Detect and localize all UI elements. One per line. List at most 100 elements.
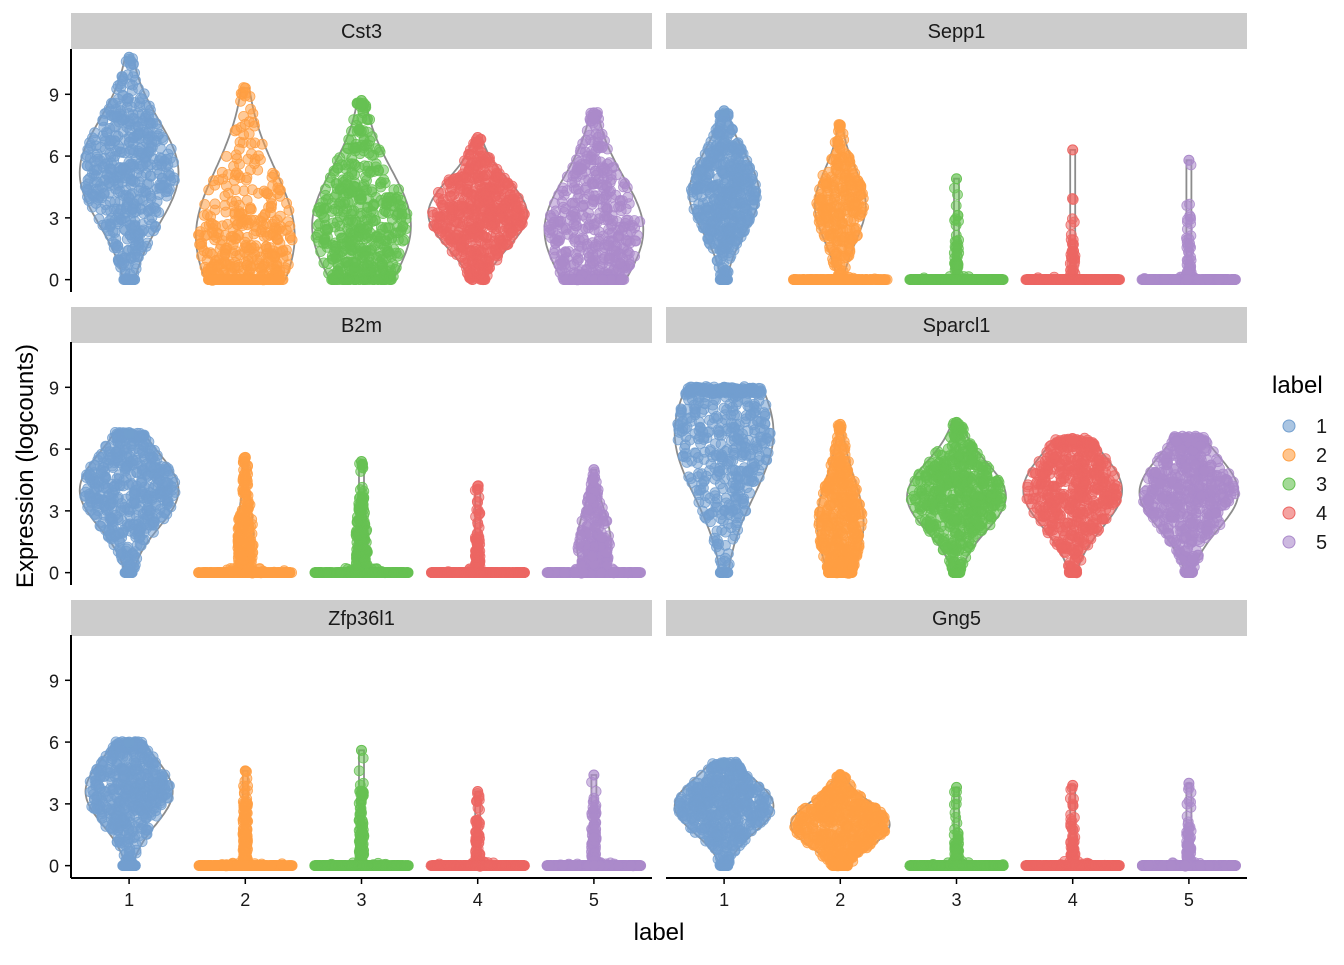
data-point (844, 244, 854, 254)
data-point (629, 216, 639, 226)
data-point (479, 264, 489, 274)
data-point (155, 180, 165, 190)
data-point (242, 275, 252, 285)
data-point (977, 275, 987, 285)
data-point (432, 208, 442, 218)
data-point (242, 243, 252, 253)
violin-points (80, 54, 179, 285)
violin-points (428, 134, 530, 285)
data-point (132, 168, 142, 178)
data-point (363, 114, 373, 124)
data-point (622, 236, 632, 246)
data-point (121, 135, 131, 145)
data-point (283, 217, 293, 227)
data-point (331, 242, 341, 252)
data-point (1022, 275, 1032, 285)
data-point (845, 232, 855, 242)
data-point (130, 241, 140, 251)
data-point (369, 167, 379, 177)
data-point (480, 187, 490, 197)
data-point (113, 209, 123, 219)
data-point (954, 216, 964, 226)
data-point (1052, 275, 1062, 285)
data-point (88, 191, 98, 201)
data-point (581, 135, 591, 145)
data-point (82, 151, 92, 161)
data-point (951, 201, 961, 211)
data-point (246, 204, 256, 214)
data-point (122, 102, 132, 112)
data-point (350, 262, 360, 272)
data-point (997, 275, 1007, 285)
data-point (139, 225, 149, 235)
data-point (731, 154, 741, 164)
data-point (222, 151, 232, 161)
data-point (1075, 275, 1085, 285)
data-point (100, 136, 110, 146)
data-point (246, 263, 256, 273)
data-point (500, 201, 510, 211)
data-point (493, 172, 503, 182)
data-point (816, 220, 826, 230)
data-point (623, 192, 633, 202)
data-point (373, 275, 383, 285)
data-point (582, 126, 592, 136)
data-point (112, 243, 122, 253)
data-point (328, 275, 338, 285)
data-point (1066, 266, 1076, 276)
data-point (962, 275, 972, 285)
data-point (127, 223, 137, 233)
data-point (342, 179, 352, 189)
data-point (313, 221, 323, 231)
facet-strip-label: Cst3 (341, 21, 382, 43)
max-point (124, 52, 134, 62)
data-point (475, 151, 485, 161)
max-point (473, 133, 483, 143)
data-point (342, 237, 352, 247)
data-point (551, 238, 561, 248)
data-point (356, 243, 366, 253)
data-point (589, 155, 599, 165)
data-point (857, 204, 867, 214)
data-point (512, 224, 522, 234)
data-point (1066, 230, 1076, 240)
data-point (99, 188, 109, 198)
data-point (352, 142, 362, 152)
data-point (720, 138, 730, 148)
data-point (612, 216, 622, 226)
data-point (87, 202, 97, 212)
data-point (358, 275, 368, 285)
data-point (433, 187, 443, 197)
data-point (122, 122, 132, 132)
data-point (339, 210, 349, 220)
data-point (598, 275, 608, 285)
data-point (474, 177, 484, 187)
data-point (546, 220, 556, 230)
data-point (132, 252, 142, 262)
data-point (90, 135, 100, 145)
data-point (574, 189, 584, 199)
y-axis-title: Expression (logcounts) (12, 344, 39, 588)
data-point (561, 247, 571, 257)
data-point (455, 185, 465, 195)
data-point (246, 139, 256, 149)
violin-points (544, 108, 645, 285)
data-point (819, 275, 829, 285)
data-point (436, 198, 446, 208)
data-point (462, 156, 472, 166)
data-point (1043, 275, 1053, 285)
data-point (332, 179, 342, 189)
data-point (359, 134, 369, 144)
data-point (705, 239, 715, 249)
data-point (169, 173, 179, 183)
data-point (435, 228, 445, 238)
data-point (829, 247, 839, 257)
data-point (118, 76, 128, 86)
data-point (586, 214, 596, 224)
data-point (817, 195, 827, 205)
data-point (458, 172, 468, 182)
data-point (589, 179, 599, 189)
data-point (615, 258, 625, 268)
data-point (200, 199, 210, 209)
data-point (728, 165, 738, 175)
